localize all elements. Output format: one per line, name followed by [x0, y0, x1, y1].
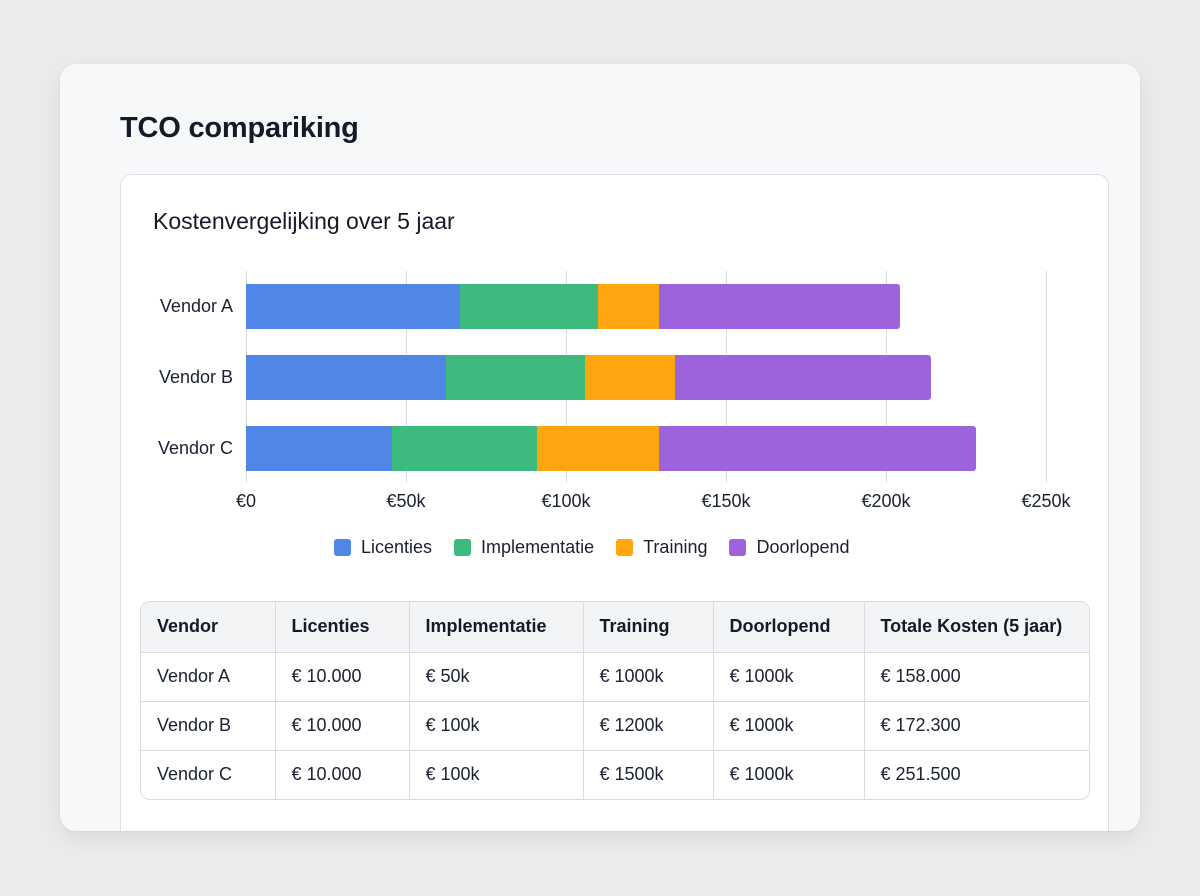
- cost-table: Vendor Licenties Implementatie Training …: [140, 601, 1090, 800]
- legend-label: Licenties: [361, 537, 433, 557]
- chart-title: Kostenvergelijking over 5 jaar: [153, 208, 455, 234]
- bar-vendor-c[interactable]: [246, 426, 976, 471]
- header-doorlopend: Doorlopend: [713, 602, 865, 653]
- bar-segment-licenties[interactable]: [246, 284, 461, 329]
- cell-implementatie: € 100k: [409, 750, 584, 799]
- y-label-vendor-b: Vendor B: [158, 367, 233, 387]
- cell-totale-kosten: € 251.500: [864, 750, 1089, 799]
- cell-training: € 1000k: [583, 652, 714, 702]
- bar-segment-doorlopend[interactable]: [674, 355, 931, 400]
- bar-segment-implementatie[interactable]: [460, 284, 598, 329]
- x-tick-label: €250k: [1021, 491, 1071, 511]
- swatch-icon: [454, 539, 472, 556]
- swatch-icon: [729, 539, 747, 556]
- x-tick-label: €0: [235, 491, 257, 511]
- cell-licenties: € 10.000: [275, 701, 410, 751]
- bar-segment-licenties[interactable]: [246, 426, 392, 471]
- cell-totale-kosten: € 172.300: [864, 701, 1089, 751]
- table-row: Vendor B € 10.000 € 100k € 1200k € 1000k…: [141, 701, 1089, 751]
- cell-doorlopend: € 1000k: [713, 750, 865, 799]
- page-title: TCO compariking: [120, 112, 359, 144]
- legend-label: Training: [643, 537, 708, 557]
- cell-totale-kosten: € 158.000: [864, 652, 1089, 702]
- x-tick-label: €100k: [541, 491, 591, 511]
- bar-segment-doorlopend[interactable]: [658, 426, 976, 471]
- bar-segment-training[interactable]: [597, 284, 659, 329]
- legend-item-doorlopend[interactable]: Doorlopend: [729, 537, 850, 558]
- y-label-vendor-a: Vendor A: [159, 296, 233, 316]
- legend-item-training[interactable]: Training: [616, 537, 707, 558]
- x-tick-label: €150k: [701, 491, 751, 511]
- cell-training: € 1500k: [583, 750, 714, 799]
- table-header-row: Vendor Licenties Implementatie Training …: [141, 602, 1089, 653]
- bar-segment-implementatie[interactable]: [446, 355, 586, 400]
- bar-segment-doorlopend[interactable]: [658, 284, 901, 329]
- bar-segment-training[interactable]: [585, 355, 675, 400]
- cell-licenties: € 10.000: [275, 750, 410, 799]
- cell-implementatie: € 50k: [409, 652, 584, 702]
- cell-vendor: Vendor C: [141, 750, 276, 799]
- bar-vendor-b[interactable]: [246, 355, 931, 400]
- legend-item-implementatie[interactable]: Implementatie: [454, 537, 594, 558]
- legend-label: Doorlopend: [756, 537, 850, 557]
- y-label-vendor-c: Vendor C: [157, 438, 233, 458]
- header-implementatie: Implementatie: [409, 602, 584, 653]
- chart-legend: Licenties Implementatie Training Doorlop…: [334, 537, 872, 558]
- chart-card: Kostenvergelijking over 5 jaar Vendor A …: [120, 174, 1109, 831]
- header-totale-kosten: Totale Kosten (5 jaar): [864, 602, 1089, 653]
- bar-segment-training[interactable]: [537, 426, 659, 471]
- bar-segment-implementatie[interactable]: [391, 426, 538, 471]
- cell-vendor: Vendor A: [141, 652, 276, 702]
- cell-implementatie: € 100k: [409, 701, 584, 751]
- x-tick-label: €200k: [861, 491, 911, 511]
- cell-vendor: Vendor B: [141, 701, 276, 751]
- x-tick-label: €50k: [386, 491, 426, 511]
- cell-doorlopend: € 1000k: [713, 701, 865, 751]
- header-training: Training: [583, 602, 714, 653]
- table-row: Vendor C € 10.000 € 100k € 1500k € 1000k…: [141, 750, 1089, 799]
- cell-doorlopend: € 1000k: [713, 652, 865, 702]
- header-vendor: Vendor: [141, 602, 276, 653]
- cell-licenties: € 10.000: [275, 652, 410, 702]
- gridline: [1046, 271, 1047, 483]
- table-row: Vendor A € 10.000 € 50k € 1000k € 1000k …: [141, 652, 1089, 702]
- cell-training: € 1200k: [583, 701, 714, 751]
- bar-chart-plot: [246, 271, 1047, 483]
- swatch-icon: [334, 539, 351, 556]
- swatch-icon: [616, 539, 634, 556]
- bar-vendor-a[interactable]: [246, 284, 901, 329]
- bar-segment-licenties[interactable]: [246, 355, 446, 400]
- tco-panel: TCO compariking Kostenvergelijking over …: [60, 64, 1140, 831]
- header-licenties: Licenties: [275, 602, 410, 653]
- legend-label: Implementatie: [481, 537, 595, 557]
- legend-item-licenties[interactable]: Licenties: [334, 537, 432, 558]
